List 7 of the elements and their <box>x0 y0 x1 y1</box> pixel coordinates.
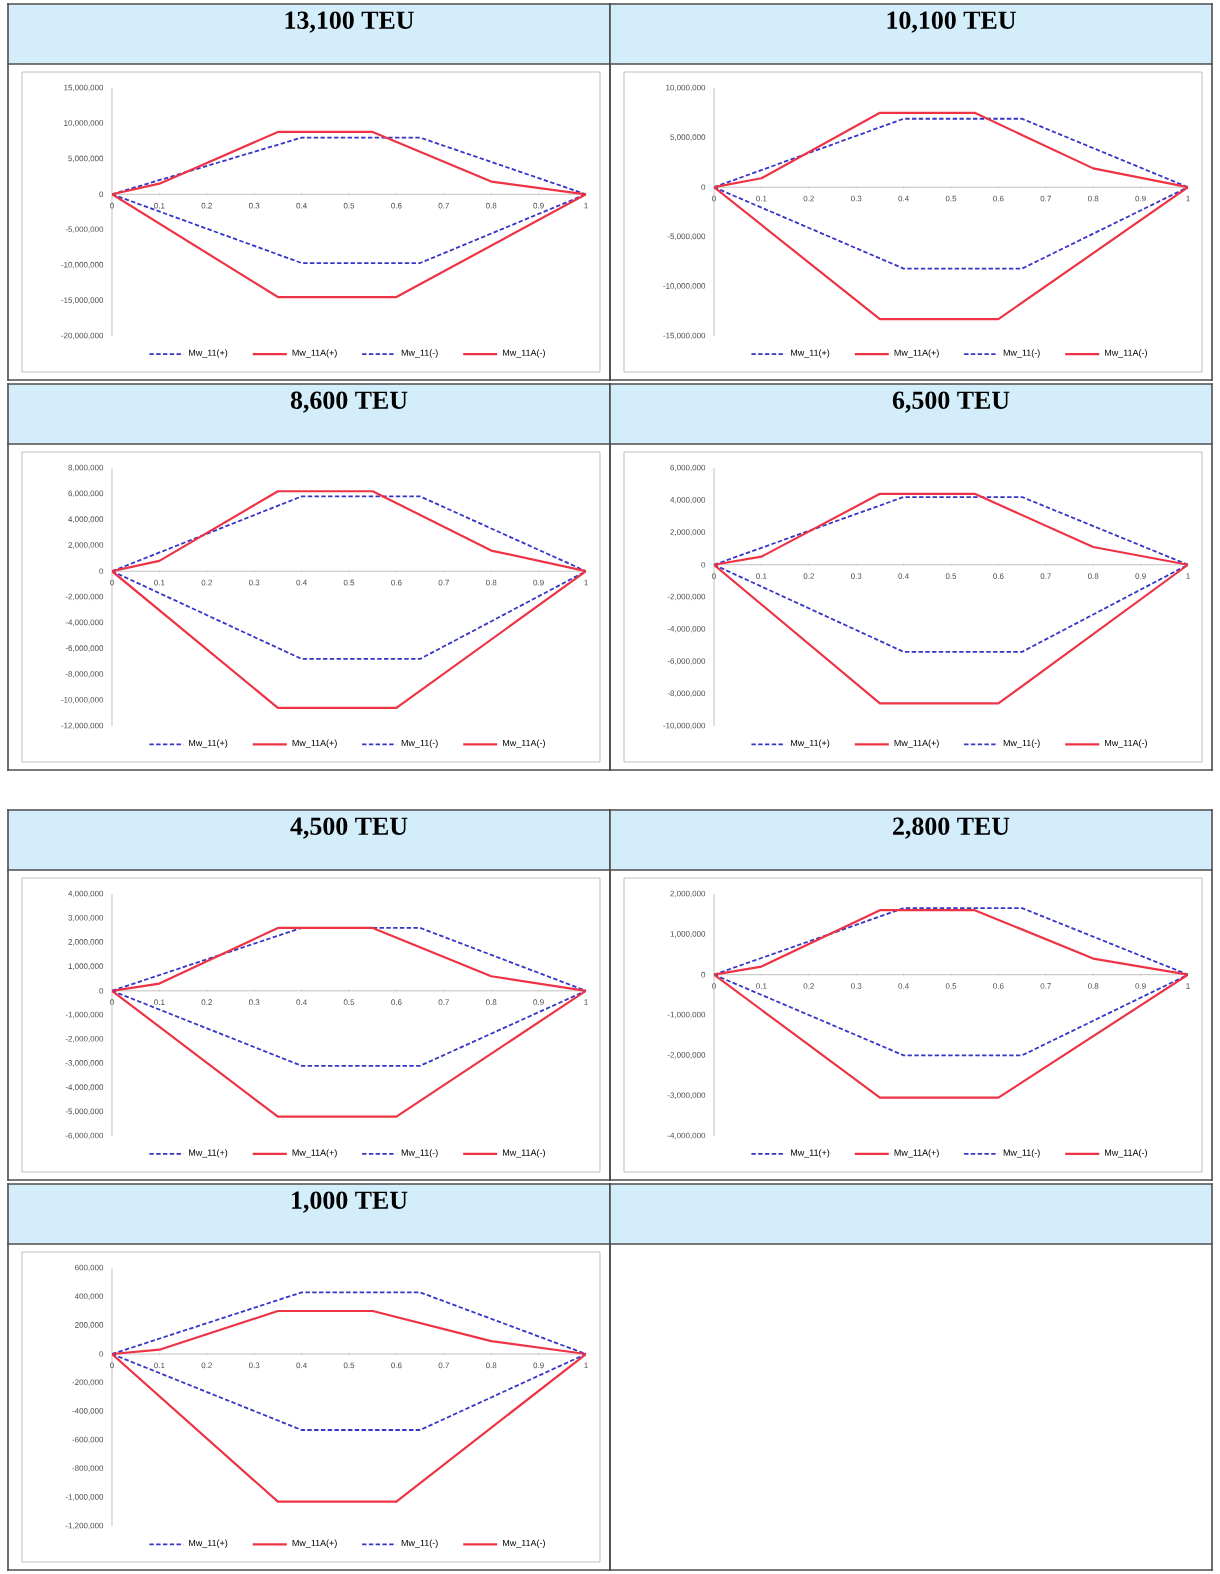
chart-title: 8,600 TEU <box>290 391 408 413</box>
chart-title: 6,500 TEU <box>892 391 1010 413</box>
chart-title: 2,800 TEU <box>893 817 1010 839</box>
chart-title: 10,100 TEU <box>887 11 1016 33</box>
chart-title: 13,100 TEU <box>285 11 414 33</box>
chart-title: 4,500 TEU <box>290 817 408 839</box>
chart-title: 1,000 TEU <box>292 1191 408 1213</box>
